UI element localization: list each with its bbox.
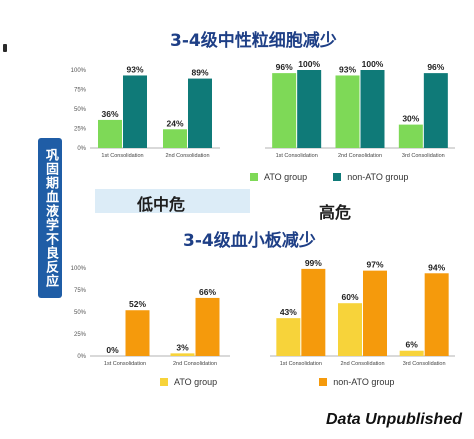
data-label: 43% [280,307,297,317]
bar [301,268,326,356]
y-tick-label: 25% [74,127,87,133]
category-label: 1st Consolidation [280,361,322,367]
y-tick-label: 25% [74,332,87,338]
y-tick-label: 0% [77,146,86,152]
data-label: 36% [101,109,118,119]
data-label: 60% [341,292,358,302]
platelet-title: 3-4级血小板减少 [183,231,316,251]
bar [272,73,297,148]
data-label: 89% [191,68,208,78]
data-label: 52% [129,299,146,309]
category-label: 1st Consolidation [104,361,146,367]
category-label: 3rd Consolidation [402,153,445,159]
bar [98,119,122,148]
legend-non-ato-label: non-ATO group [347,172,409,182]
platelet-legend: ATO group non-ATO group [160,377,394,387]
bar [423,73,448,148]
data-label: 30% [402,114,419,124]
platelet-high-chart: 43% 99% 1st Consolidation 60% 97% 2nd Consoli… [270,258,455,367]
y-tick-label: 100% [71,266,87,272]
bar [170,353,195,356]
y-tick-label: 50% [74,107,87,113]
bar [123,75,147,148]
neutrophil-low-mid-chart: 0% 25% 50% 75% 100% 36% 93% 1st Consolidation 24… [71,64,220,159]
y-tick-label: 50% [74,310,87,316]
category-label: 1st Consolidation [101,153,143,159]
category-label: 2nd Consolidation [340,361,384,367]
data-label: 100% [362,59,384,69]
side-label: 巩固期血液学不良反应 [38,138,62,298]
bar [398,124,423,148]
high-risk-label: 高危 [319,203,352,222]
data-label: 99% [305,258,322,268]
data-label: 66% [199,287,216,297]
data-label: 100% [298,59,320,69]
y-tick-label: 100% [71,68,87,74]
bar [363,270,387,356]
legend-ato-swatch [160,378,168,386]
data-label: 24% [166,118,183,128]
category-label: 1st Consolidation [276,153,318,159]
data-label: 94% [428,262,445,272]
y-tick-label: 0% [77,354,86,360]
category-label: 2nd Consolidation [165,153,209,159]
legend-ato-label: ATO group [264,172,308,182]
bar [195,297,220,356]
y-tick-label: 75% [74,88,87,94]
legend-ato-label: ATO group [174,377,218,387]
neutrophil-high-chart: 96% 100% 1st Consolidation 93% 100% 2nd Conso… [265,59,455,159]
data-label: 93% [339,64,356,74]
bar [188,78,212,148]
platelet-low-mid-chart: 0% 25% 50% 75% 100% 0% 52% 1st Consolidation 3% 6… [71,266,230,367]
data-label: 93% [126,64,143,74]
neutrophil-title: 3-4级中性粒细胞减少 [170,31,337,51]
data-label: 96% [427,62,444,72]
legend-non-ato-swatch [333,173,342,181]
bar [424,273,449,356]
low-mid-risk-band [95,189,250,213]
bar [163,129,187,148]
bar [399,350,424,356]
category-label: 2nd Consolidation [338,153,382,159]
bar [297,70,322,148]
legend-ato-swatch [250,173,258,181]
data-label: 97% [366,260,383,270]
neutrophil-legend: ATO group non-ATO group [250,172,408,182]
data-label: 96% [276,62,293,72]
y-tick-label: 75% [74,288,87,294]
bullet-mark [3,44,7,52]
legend-non-ato-label: non-ATO group [333,377,395,387]
low-mid-risk-label: 低中危 [137,195,186,214]
bar [276,318,301,356]
bar [125,310,150,356]
bar [338,303,362,356]
bar [360,70,385,148]
data-label: 6% [406,340,419,350]
legend-non-ato-swatch [319,378,328,386]
category-label: 2nd Consolidation [173,361,217,367]
bar [335,75,360,148]
category-label: 3rd Consolidation [403,361,446,367]
footer-note: Data Unpublished [325,411,462,428]
data-label: 0% [106,345,119,355]
data-label: 3% [176,342,189,352]
